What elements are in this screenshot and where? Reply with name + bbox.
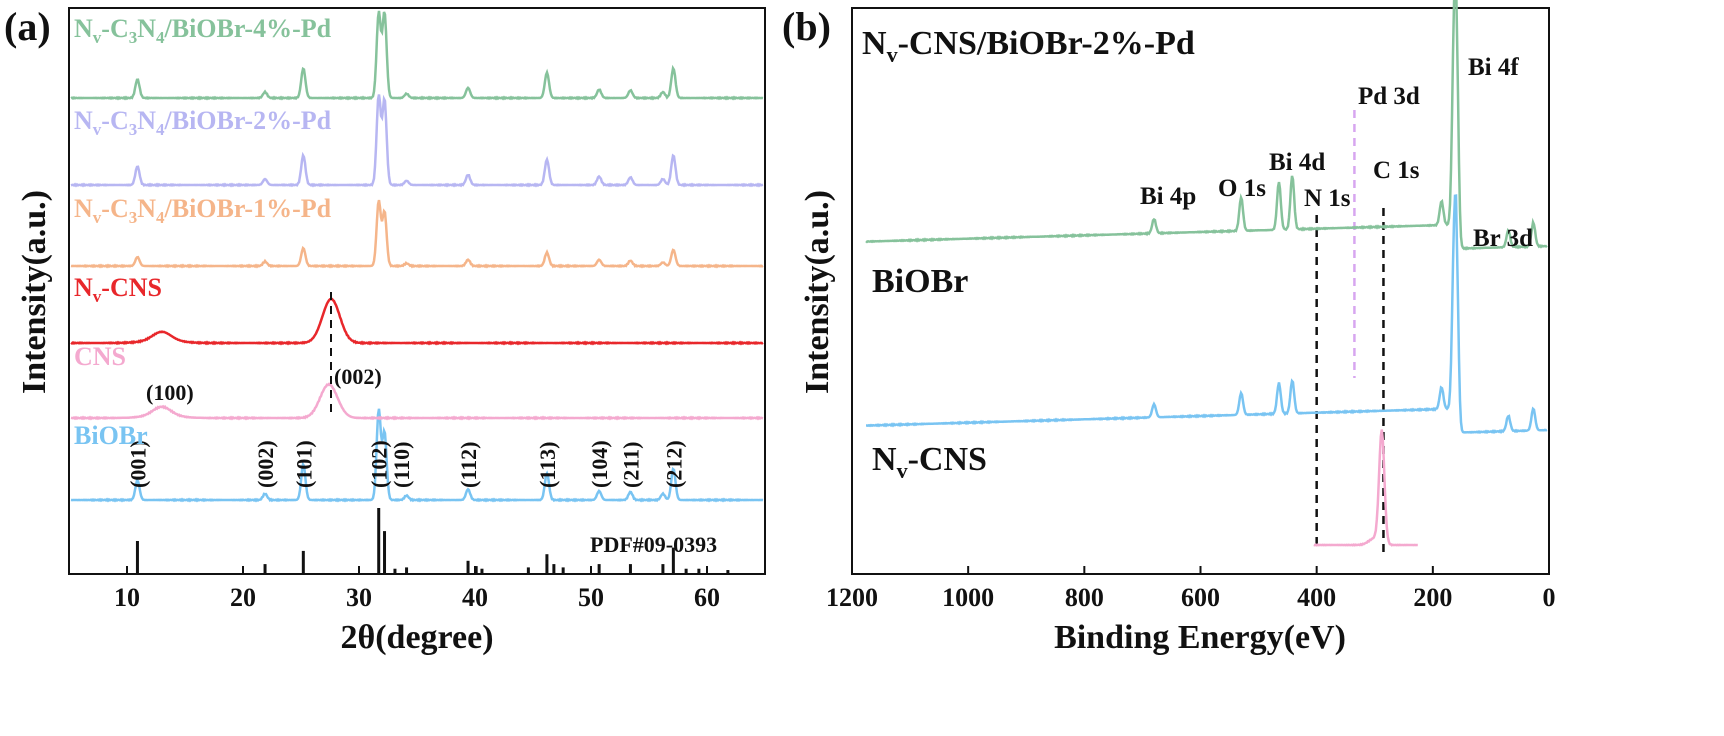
b-tick-label: 0 (1543, 583, 1556, 612)
label-nv-cns: Nv-CNS (74, 273, 162, 306)
panel-a-x-ticks: 10 20 30 40 50 60 (114, 566, 720, 612)
reference-sticks (135, 508, 730, 574)
hkl-labels: (001) (002) (101) (102)(110) (112) (113) (104)… (125, 440, 686, 488)
hkl-label: (212) (661, 440, 686, 488)
panel-b-y-title: Intensity(a.u.) (799, 190, 836, 394)
b-tick-label: 600 (1181, 583, 1220, 612)
peak-label-bi4d: Bi 4d (1269, 149, 1325, 176)
a-tick-label: 50 (578, 583, 604, 612)
peak-label-bi4f: Bi 4f (1468, 54, 1519, 81)
peak-label-br3d: Br 3d (1473, 225, 1533, 252)
pdf-reference-label: PDF#09-0393 (590, 532, 717, 557)
panel-a-label: (a) (4, 4, 51, 49)
b-tick-label: 200 (1413, 583, 1452, 612)
label-biobr: BiOBr (74, 421, 148, 450)
hkl-label: (112) (456, 442, 481, 488)
hkl-label: (211) (618, 442, 643, 488)
xrd-traces (70, 10, 764, 503)
peak-label-bi4p: Bi 4p (1140, 183, 1196, 210)
hkl-label: (104) (587, 440, 612, 488)
reference-lines (1315, 110, 1385, 552)
panel-a: (a) 10 20 30 40 50 60 (001) (002) (101) (102)(11… (4, 4, 766, 656)
panel-b: (b) 1200 1000 800 600 400 200 0 Nv-CNS/BiOBr-2… (782, 0, 1556, 656)
label-2pct-pd: Nv-C3N4/BiOBr-2%-Pd (74, 106, 332, 139)
hkl-label: (101) (291, 440, 316, 488)
b-tick-label: 800 (1065, 583, 1104, 612)
cns-100-label: (100) (146, 380, 194, 405)
panel-b-x-title: Binding Energy(eV) (1054, 619, 1346, 656)
hkl-label: (002) (253, 440, 278, 488)
xps-survey-line (865, 0, 1548, 251)
label-4pct-pd: Nv-C3N4/BiOBr-4%-Pd (74, 14, 332, 47)
b-tick-label: 1200 (826, 583, 878, 612)
xps-survey-line (866, 194, 1548, 435)
cns-002-label: (002) (334, 364, 382, 389)
label-cns: CNS (74, 342, 126, 371)
b-tick-label: 1000 (942, 583, 994, 612)
xps-c1s-line (1313, 429, 1418, 547)
a-tick-label: 10 (114, 583, 140, 612)
panel-a-frame (68, 7, 766, 575)
xrd-series-line (70, 10, 764, 101)
peak-label-c1s: C 1s (1373, 157, 1420, 184)
hkl-label: (110) (389, 442, 414, 488)
xrd-series-line (70, 297, 764, 346)
xrd-series-line (70, 408, 764, 503)
panel-a-y-title: Intensity(a.u.) (16, 190, 53, 394)
panel-a-x-title: 2θ(degree) (340, 619, 493, 656)
hkl-label: (102) (367, 440, 392, 488)
peak-label-o1s: O 1s (1218, 175, 1266, 202)
xrd-series-line (70, 199, 764, 269)
side-label-nv-cns: Nv-CNS (872, 441, 987, 483)
panel-b-title: Nv-CNS/BiOBr-2%-Pd (862, 25, 1195, 67)
peak-label-pd3d: Pd 3d (1358, 83, 1420, 110)
label-1pct-pd: Nv-C3N4/BiOBr-1%-Pd (74, 194, 332, 227)
hkl-label: (001) (125, 440, 150, 488)
xrd-series-line (70, 382, 764, 421)
a-tick-label: 40 (462, 583, 488, 612)
a-tick-label: 60 (694, 583, 720, 612)
xrd-series-line (70, 94, 764, 188)
a-tick-label: 20 (230, 583, 256, 612)
panel-b-label: (b) (782, 4, 831, 49)
hkl-label: (113) (535, 442, 560, 488)
panel-b-x-ticks: 1200 1000 800 600 400 200 0 (826, 566, 1556, 612)
xps-traces (865, 0, 1548, 547)
a-tick-label: 30 (346, 583, 372, 612)
peak-label-n1s: N 1s (1304, 185, 1351, 212)
b-tick-label: 400 (1297, 583, 1336, 612)
side-label-biobr: BiOBr (872, 263, 968, 300)
